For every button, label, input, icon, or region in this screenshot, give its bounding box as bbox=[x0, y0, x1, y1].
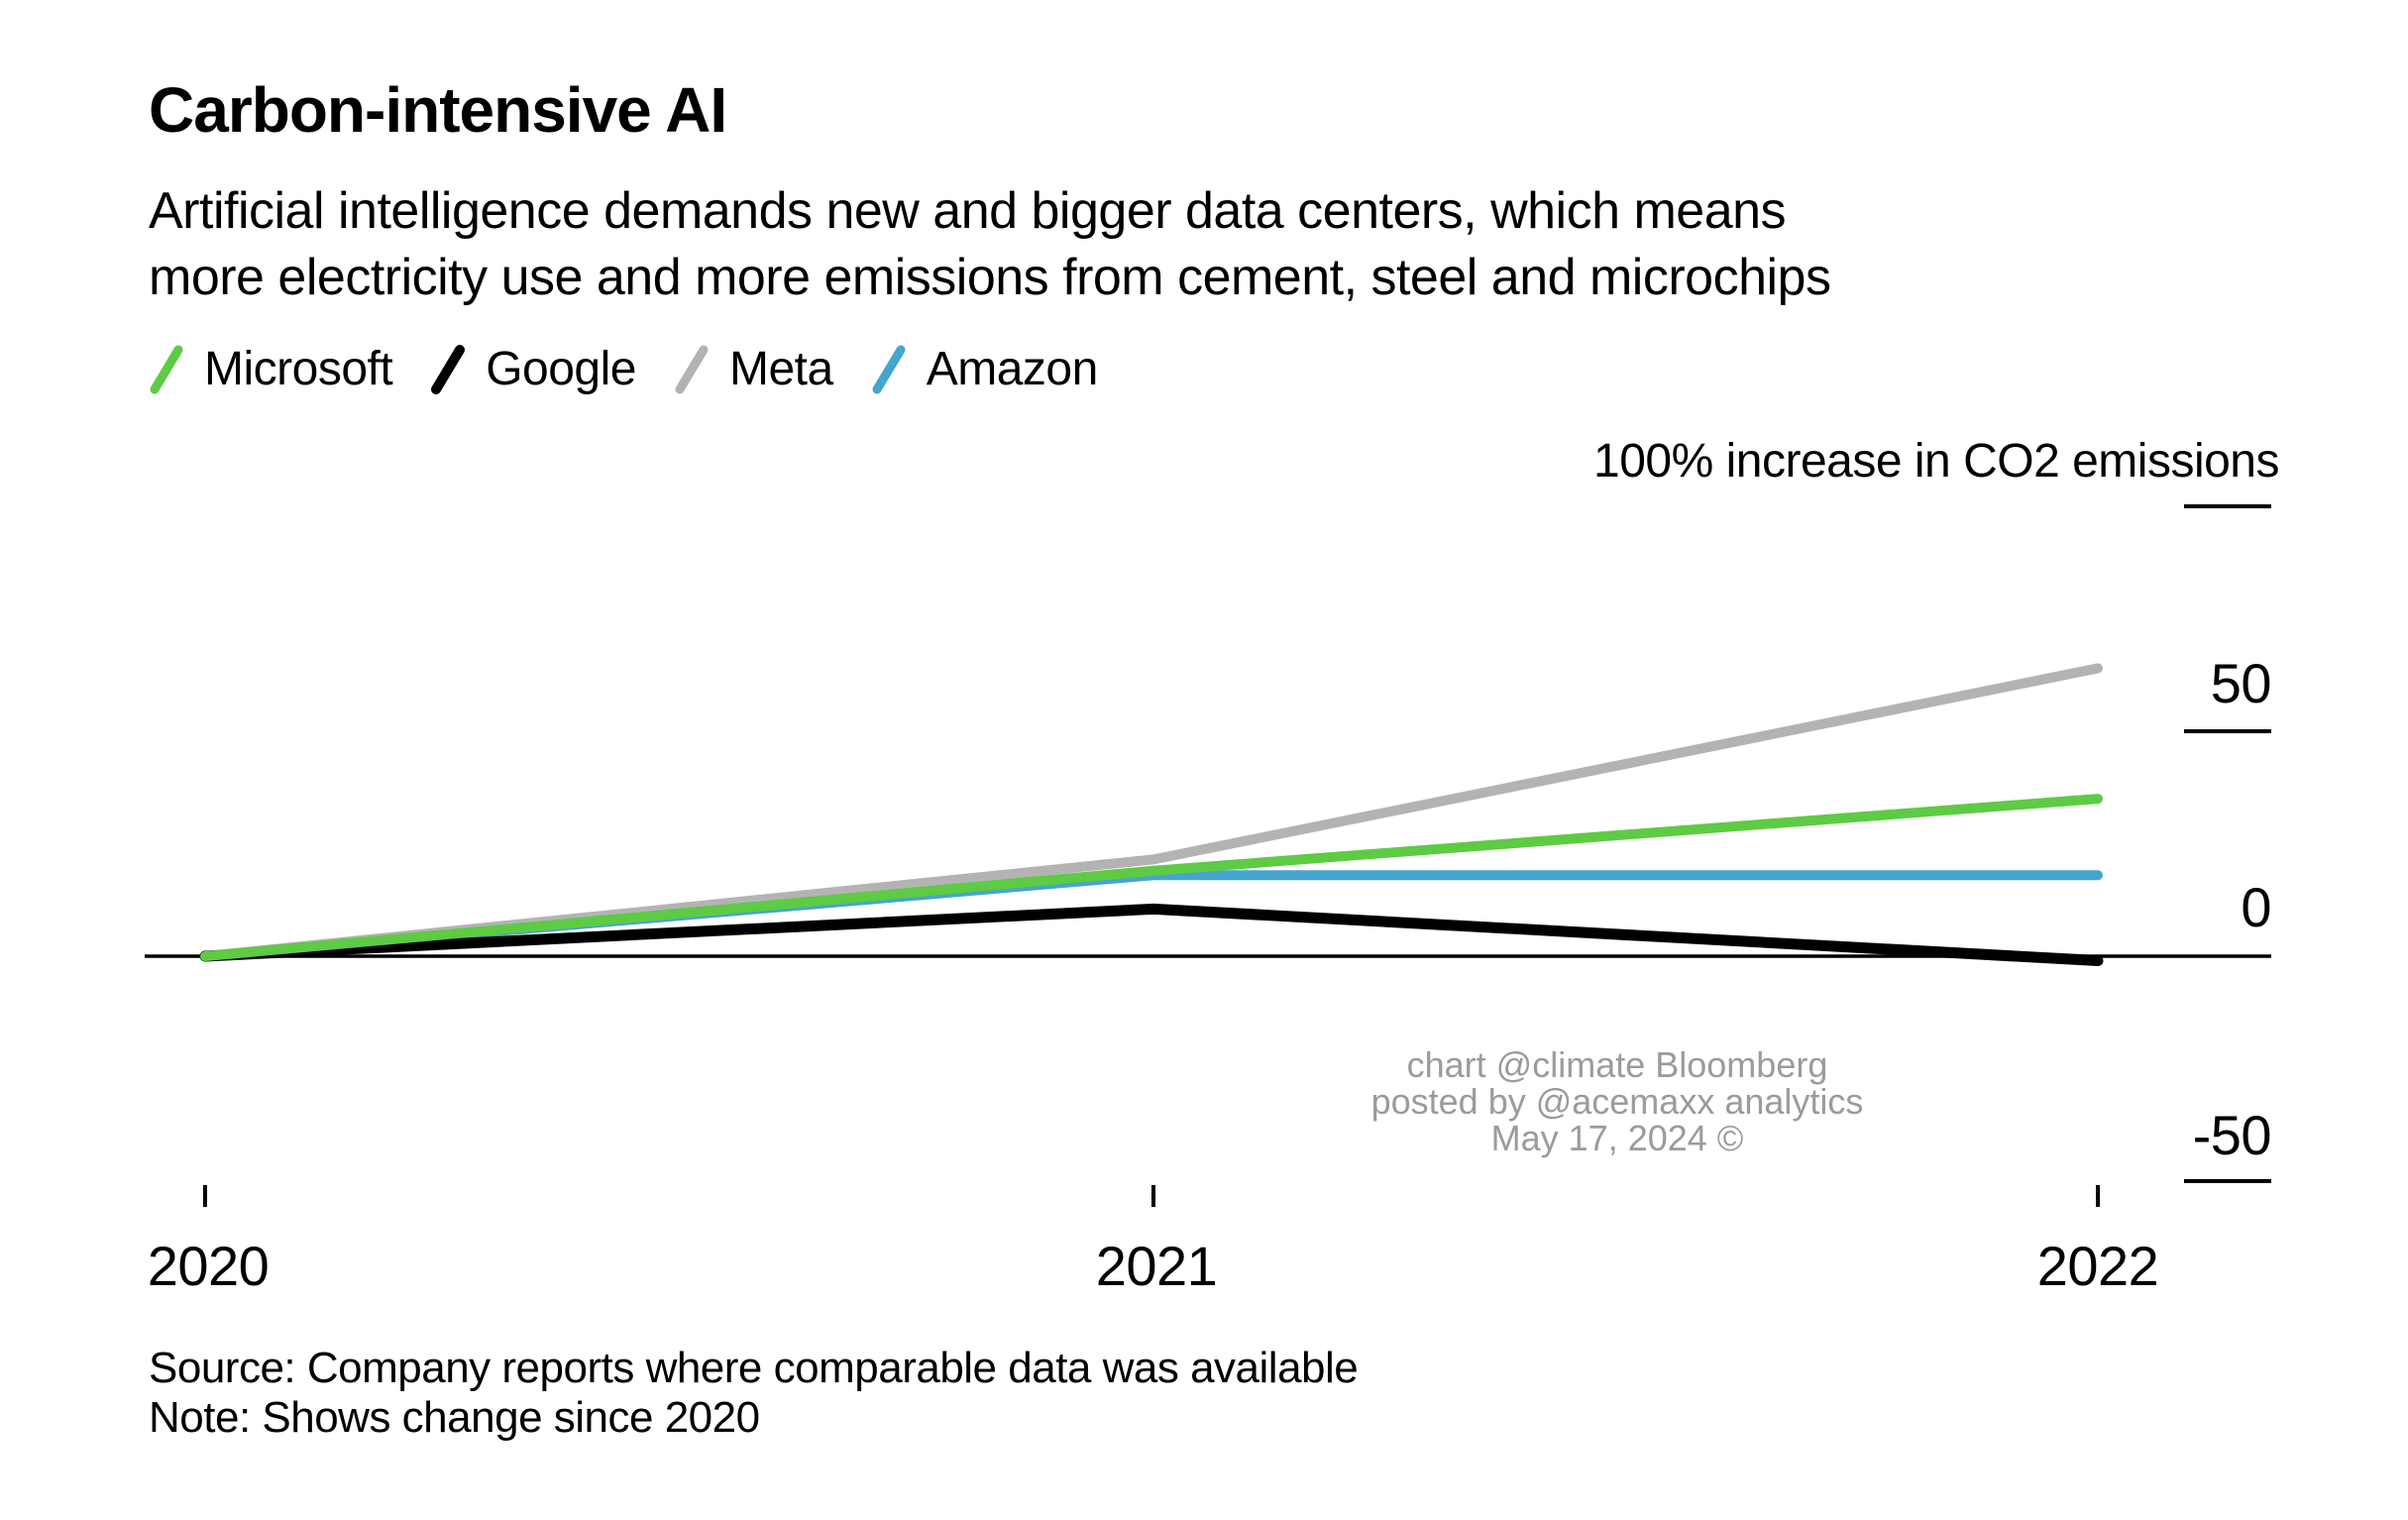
legend-item-meta: Meta bbox=[674, 345, 833, 394]
google-line-swatch-icon bbox=[431, 345, 466, 394]
chart-subtitle-line-1: Artificial intelligence demands new and … bbox=[149, 182, 1787, 240]
meta-line-swatch-icon bbox=[675, 345, 709, 394]
legend-item-google: Google bbox=[430, 345, 636, 394]
y-tick-label-0: 0 bbox=[2241, 876, 2271, 938]
watermark-line-3: May 17, 2024 © bbox=[1490, 1118, 1744, 1158]
legend-label-microsoft: Microsoft bbox=[204, 343, 393, 395]
y-tick-label-m50: -50 bbox=[2192, 1104, 2272, 1166]
note-text: Note: Shows change since 2020 bbox=[149, 1393, 760, 1442]
y-tick-label-50: 50 bbox=[2210, 652, 2272, 714]
legend-item-amazon: Amazon bbox=[871, 345, 1098, 394]
amazon-line-swatch-icon bbox=[872, 345, 906, 394]
chart-footer: Source: Company reports where comparable… bbox=[149, 1344, 1359, 1443]
x-tick-label-2021: 2021 bbox=[1095, 1235, 1218, 1297]
series-line-google bbox=[199, 903, 2104, 967]
source-text: Source: Company reports where comparable… bbox=[149, 1344, 1359, 1392]
legend-label-amazon: Amazon bbox=[926, 343, 1099, 395]
watermark-line-1: chart @climate Bloomberg bbox=[1406, 1044, 1828, 1085]
chart-subtitle: Artificial intelligence demands new and … bbox=[149, 178, 1831, 311]
legend-item-microsoft: Microsoft bbox=[149, 343, 393, 395]
watermark: chart @climate Bloomberg posted by @acem… bbox=[1371, 1046, 1864, 1156]
series-line-microsoft bbox=[200, 794, 2103, 961]
x-tick-label-2022: 2022 bbox=[2036, 1235, 2159, 1297]
microsoft-line-swatch-icon bbox=[150, 345, 183, 394]
chart-legend: Microsoft Google Meta Amazon bbox=[149, 345, 1098, 394]
chart-title: Carbon-intensive AI bbox=[149, 74, 727, 146]
watermark-line-2: posted by @acemaxx analytics bbox=[1370, 1081, 1864, 1122]
x-tick-label-2020: 2020 bbox=[147, 1235, 270, 1297]
chart-subtitle-line-2: more electricity use and more emissions … bbox=[149, 249, 1831, 306]
legend-label-google: Google bbox=[486, 343, 636, 395]
legend-label-meta: Meta bbox=[728, 343, 833, 395]
y-axis-annotation: 100% increase in CO2 emissions bbox=[1593, 435, 2280, 488]
